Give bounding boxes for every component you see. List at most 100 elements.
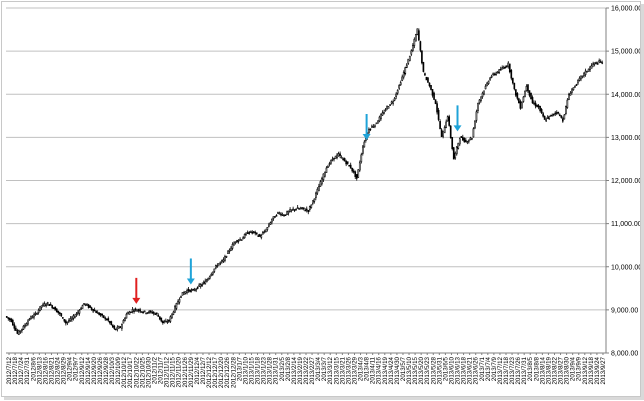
y-tick-label: 15,000.00 <box>611 49 640 56</box>
candle-body <box>152 311 155 314</box>
candle-body <box>216 265 219 267</box>
grid-lines <box>6 7 606 311</box>
candle-body <box>31 316 34 319</box>
candle-body <box>325 167 328 173</box>
candle-body <box>474 120 476 129</box>
candle-body <box>121 323 123 329</box>
candle-body <box>527 84 529 92</box>
y-tick-label: 13,000.00 <box>611 135 640 142</box>
candle-body <box>302 207 305 210</box>
arrow-head <box>132 297 141 304</box>
x-tick-label: 2013/5/15 <box>412 356 419 384</box>
candle-body <box>68 320 70 322</box>
candle-body <box>534 102 537 107</box>
x-tick-label: 2013/4/16 <box>376 356 383 384</box>
y-tick-label: 16,000.00 <box>611 6 640 13</box>
arrow-annotation <box>453 105 462 132</box>
candle-body <box>40 305 43 308</box>
candle-body <box>55 308 58 313</box>
candle-body <box>383 111 385 114</box>
candle-body <box>60 313 63 317</box>
candle-body <box>408 55 411 62</box>
candle-body <box>569 92 572 96</box>
candle-body <box>296 207 299 209</box>
candle-body <box>499 69 502 71</box>
candle-body <box>190 289 193 292</box>
candle-body <box>130 311 132 314</box>
candle-body <box>351 167 354 172</box>
candle-body <box>275 215 278 217</box>
candle-body <box>37 309 40 314</box>
candle-body <box>7 317 10 319</box>
candle-body <box>561 118 564 122</box>
candle-body <box>342 158 344 161</box>
candle-body <box>487 80 490 84</box>
candle-body <box>72 315 75 319</box>
x-tick-label: 2013/7/31 <box>521 356 528 384</box>
candle-body <box>466 141 469 144</box>
candle-body <box>592 63 594 65</box>
candle-body <box>116 326 119 330</box>
candle-body <box>271 219 273 223</box>
candle-body <box>319 181 322 187</box>
x-tick-label: 2012/11/7 <box>158 356 165 384</box>
candle-body <box>286 211 288 215</box>
candle-body <box>384 109 387 112</box>
x-tick-label: 2013/4/11 <box>370 356 377 384</box>
candle-body <box>75 313 78 316</box>
candle-body <box>395 93 397 98</box>
x-tick-label: 2012/9/12 <box>79 356 86 384</box>
candle-body <box>22 325 25 330</box>
x-tick-label: 2012/12/4 <box>194 356 201 384</box>
candle-body <box>171 313 173 319</box>
candle-body <box>361 146 364 154</box>
candle-body <box>105 318 108 321</box>
arrow-head <box>186 278 195 285</box>
candle-body <box>125 313 128 319</box>
candle-body <box>530 92 532 100</box>
x-tick-label: 2012/10/30 <box>145 356 152 388</box>
arrow-annotation <box>186 258 195 285</box>
candle-body <box>455 146 458 155</box>
candle-body <box>284 214 287 216</box>
candle-body <box>418 30 420 41</box>
y-tick-label: 10,000.00 <box>611 264 640 271</box>
x-tick-label: 2013/2/19 <box>297 356 304 384</box>
x-tick-label: 2013/9/4 <box>570 356 577 381</box>
candle-body <box>178 298 181 303</box>
candle-body <box>210 273 213 277</box>
candle-body <box>411 45 414 52</box>
candle-body <box>33 314 35 318</box>
candles <box>5 28 604 336</box>
candle-body <box>505 65 508 68</box>
candle-body <box>215 265 217 269</box>
candle-body <box>292 208 294 211</box>
candle-body <box>99 313 102 316</box>
candle-body <box>87 304 90 308</box>
candle-body <box>202 281 205 284</box>
x-tick-label: 2012/8/6 <box>30 356 37 381</box>
candle-body <box>204 280 207 285</box>
candle-body <box>249 230 252 233</box>
candle-body <box>211 271 214 275</box>
candle-body <box>540 109 543 113</box>
candle-body <box>222 259 225 262</box>
candle-body <box>43 303 46 307</box>
x-tick-label: 2013/6/5 <box>442 356 449 381</box>
candle-body <box>180 295 182 298</box>
x-tick-label: 2013/2/5 <box>279 356 286 381</box>
x-tick-label: 2013/7/9 <box>491 356 498 381</box>
candle-body <box>54 306 57 311</box>
candle-body <box>266 227 269 230</box>
arrow-annotation <box>362 114 371 140</box>
candle-body <box>436 103 438 113</box>
candle-body <box>90 307 93 310</box>
candle-body <box>533 102 535 105</box>
candle-body <box>80 308 82 310</box>
candle-body <box>257 235 260 237</box>
candle-body <box>413 38 416 46</box>
candle-body <box>560 115 563 118</box>
candle-body <box>386 106 388 110</box>
candle-body <box>127 312 129 315</box>
